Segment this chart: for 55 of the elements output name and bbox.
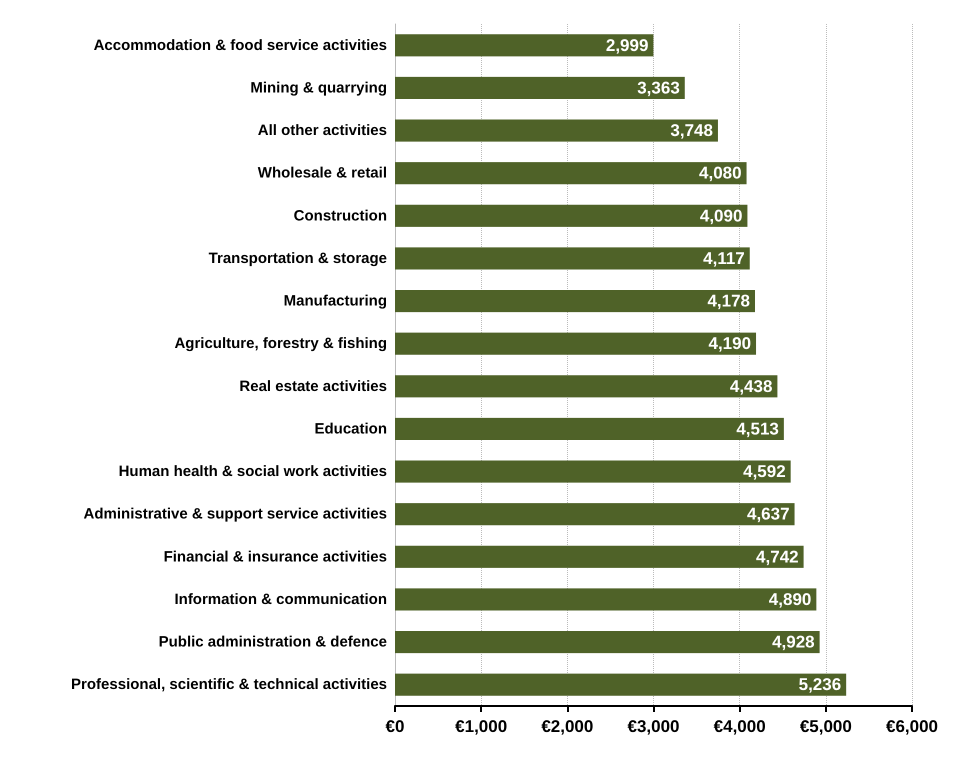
- bar: [395, 630, 820, 654]
- y-tick-label: Mining & quarrying: [250, 79, 387, 96]
- bar: [395, 375, 778, 398]
- data-label: 4,513: [736, 419, 779, 438]
- data-label: 4,742: [756, 547, 799, 566]
- bar: [395, 418, 784, 440]
- y-tick-label: All other activities: [258, 122, 387, 140]
- data-label: 4,592: [743, 462, 786, 482]
- y-tick-label: Real estate activities: [239, 378, 387, 395]
- y-tick-label: Financial & insurance activities: [164, 548, 387, 566]
- x-tick-label: €3,000: [628, 717, 680, 736]
- data-label: 5,236: [798, 675, 842, 694]
- bar: [395, 503, 795, 526]
- y-tick-label: Public administration & defence: [158, 634, 387, 651]
- y-tick-label: Accommodation & food service activities: [94, 36, 387, 54]
- y-tick-label: Education: [314, 420, 387, 438]
- data-label: 4,090: [700, 206, 742, 226]
- data-label: 2,999: [606, 36, 648, 55]
- bar: [395, 34, 654, 56]
- y-tick-label: Construction: [294, 207, 387, 224]
- bar: [395, 247, 750, 270]
- bar: [395, 162, 747, 184]
- data-label: 4,890: [768, 590, 812, 609]
- y-tick-label: Administrative & support service activities: [84, 506, 387, 523]
- data-label: 4,438: [730, 376, 772, 396]
- bar: [395, 119, 718, 142]
- y-tick-label: Professional, scientific & technical activities: [71, 676, 387, 694]
- data-label: 4,178: [707, 292, 750, 311]
- bar: [395, 460, 791, 483]
- bar: [395, 546, 804, 568]
- x-tick-label: €5,000: [800, 717, 852, 736]
- y-tick-label: Human health & social work activities: [118, 463, 387, 480]
- x-tick-label: €2,000: [541, 717, 594, 736]
- x-tick-label: €4,000: [714, 717, 766, 736]
- bar: [395, 674, 846, 696]
- bar: [395, 332, 756, 355]
- x-tick-label: €0: [386, 717, 404, 736]
- x-tick-label: €1,000: [455, 717, 508, 736]
- y-tick-label: Agriculture, forestry & fishing: [174, 335, 387, 352]
- data-label: 4,928: [772, 632, 815, 652]
- y-tick-label: Transportation & storage: [208, 250, 387, 267]
- bar: [395, 588, 816, 611]
- bar: [395, 290, 756, 312]
- bar: [395, 76, 685, 100]
- data-label: 4,190: [708, 334, 752, 354]
- y-tick-label: Information & communication: [174, 590, 387, 608]
- data-label: 3,748: [670, 121, 713, 140]
- bar: [395, 204, 748, 227]
- y-tick-label: Wholesale & retail: [258, 164, 387, 182]
- data-label: 4,637: [747, 504, 790, 524]
- data-label: 4,080: [699, 164, 742, 183]
- data-label: 3,363: [637, 78, 680, 98]
- y-tick-label: Manufacturing: [284, 292, 387, 310]
- data-label: 4,117: [703, 248, 745, 268]
- x-tick-label: €6,000: [886, 717, 938, 736]
